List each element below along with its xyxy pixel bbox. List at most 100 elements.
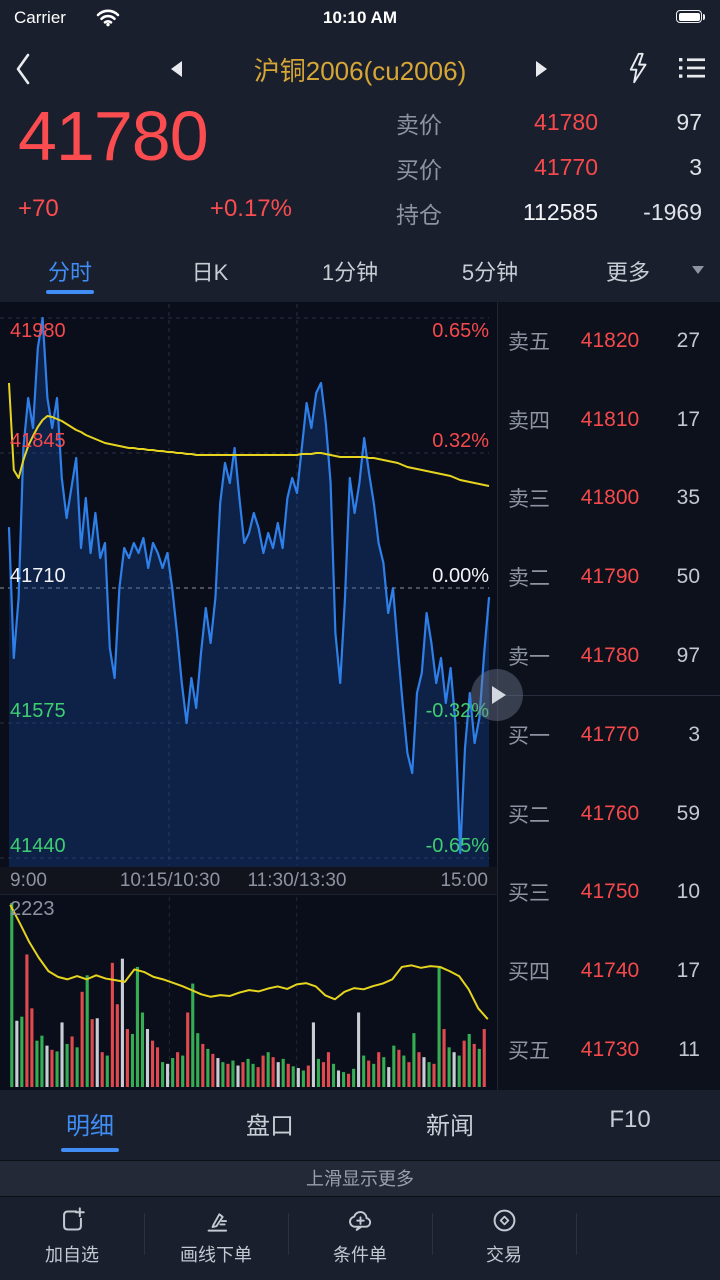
y-label-min: 41440 (10, 835, 66, 857)
toolbar-divider (288, 1213, 289, 1255)
period-tab-bar: 分时 日K 1分钟 5分钟 更多 (0, 240, 720, 302)
time-axis: 9:00 10:15/10:30 11:30/13:30 15:00 (0, 867, 497, 894)
open-interest-row: 持仓 112585 -1969 (396, 190, 702, 235)
ask-2-label: 卖二 (508, 567, 550, 591)
bid-3-price: 41750 (580, 880, 640, 904)
active-tab-underline (46, 290, 94, 294)
ask-2-price: 41790 (580, 565, 640, 589)
ask-3-label: 卖三 (508, 488, 550, 512)
bid-5-row[interactable]: 买五 41730 11 (498, 1010, 720, 1089)
back-button[interactable] (12, 49, 34, 94)
price-change-percent: +0.17% (209, 195, 292, 222)
bid-price-row: 买价 41770 3 (396, 145, 702, 190)
bid-2-row[interactable]: 买二 41760 59 (498, 775, 720, 854)
add-watchlist-icon (62, 1207, 85, 1231)
ask-2-volume: 50 (676, 565, 700, 589)
open-interest-value: 112585 (522, 199, 598, 225)
time-label-mid1: 10:15/10:30 (119, 870, 221, 891)
ask-5-price: 41820 (580, 329, 640, 353)
play-arrow-icon (492, 686, 506, 704)
add-watchlist-button[interactable]: 加自选 (0, 1197, 144, 1280)
open-interest-change: -1969 (643, 199, 702, 225)
ask-5-row[interactable]: 卖五 41820 27 (498, 302, 720, 381)
pct-label-baseline: 0.00% (432, 565, 489, 587)
y-label-mid-down: 41575 (10, 700, 66, 722)
bid-3-row[interactable]: 买三 41750 10 (498, 853, 720, 932)
ask-1-label: 卖一 (508, 645, 550, 669)
tab-more[interactable]: 更多 (605, 260, 651, 285)
bid-price-volume: 3 (689, 154, 702, 180)
carrier-label: Carrier (14, 8, 66, 27)
tab-f10[interactable]: F10 (609, 1106, 651, 1133)
bid-4-price: 41740 (580, 959, 640, 983)
draw-line-order-button[interactable]: 画线下单 (144, 1197, 288, 1280)
ask-1-row[interactable]: 卖一 41780 97 (498, 616, 720, 695)
chart-content: 41980 0.65% 41845 0.32% 41710 0.00% 4157… (0, 302, 720, 1090)
ask-4-row[interactable]: 卖四 41810 17 (498, 381, 720, 460)
trade-label: 交易 (486, 1245, 522, 1265)
volume-max-label: 2223 (10, 898, 55, 920)
tab-intraday[interactable]: 分时 (47, 260, 93, 285)
bid-4-row[interactable]: 买四 41740 17 (498, 932, 720, 1011)
y-label-mid-up: 41845 (10, 430, 66, 452)
prev-contract-button[interactable] (170, 60, 184, 83)
toolbar-divider (144, 1213, 145, 1255)
detail-tab-bar: 明细 盘口 新闻 F10 (0, 1090, 720, 1160)
ask-price-volume: 97 (676, 109, 702, 135)
status-bar: Carrier 10:10 AM (0, 0, 720, 37)
header: 沪铜2006(cu2006) (0, 37, 720, 101)
time-label-mid2: 11:30/13:30 (247, 870, 347, 891)
bid-3-label: 买三 (508, 882, 550, 906)
order-book: 卖五 41820 27 卖四 41810 17 卖三 41800 35 卖二 4… (497, 302, 720, 1090)
tab-5min[interactable]: 5分钟 (461, 260, 519, 285)
next-contract-button[interactable] (534, 60, 548, 83)
battery-icon (676, 10, 705, 23)
ask-3-row[interactable]: 卖三 41800 35 (498, 459, 720, 538)
time-label-close: 15:00 (440, 870, 488, 891)
bid-1-row[interactable]: 买一 41770 3 (498, 696, 720, 775)
conditional-order-label: 条件单 (333, 1245, 387, 1265)
tab-trade-detail[interactable]: 明细 (66, 1113, 114, 1140)
tab-order-depth[interactable]: 盘口 (246, 1113, 294, 1140)
bid-2-price: 41760 (580, 801, 640, 825)
volume-chart[interactable] (0, 894, 497, 1090)
quick-trade-lightning-icon[interactable] (623, 51, 651, 90)
pct-label-mid-up: 0.32% (432, 430, 489, 452)
conditional-order-icon (348, 1211, 371, 1231)
trade-icon (493, 1209, 515, 1232)
pct-label-min: -0.65% (425, 835, 489, 857)
ask-1-volume: 97 (676, 643, 700, 667)
ask-3-price: 41800 (580, 486, 640, 510)
chart-column: 41980 0.65% 41845 0.32% 41710 0.00% 4157… (0, 302, 497, 1090)
ask-5-label: 卖五 (508, 331, 550, 355)
draw-line-order-label: 画线下单 (180, 1245, 252, 1265)
conditional-order-button[interactable]: 条件单 (288, 1197, 432, 1280)
ask-5-volume: 27 (676, 329, 700, 353)
ask-1-price: 41780 (580, 643, 640, 667)
pct-label-mid-down: -0.32% (425, 700, 489, 722)
ask-price-value: 41780 (534, 109, 598, 135)
y-label-baseline: 41710 (10, 565, 66, 587)
trade-button[interactable]: 交易 (432, 1197, 576, 1280)
tab-news[interactable]: 新闻 (426, 1113, 474, 1140)
quote-panel: 41780 +70 +0.17% 卖价 41780 97 买价 41770 3 … (0, 97, 720, 240)
swipe-up-hint[interactable]: 上滑显示更多 (0, 1160, 720, 1196)
bid-1-price: 41770 (580, 723, 640, 747)
tab-1min[interactable]: 1分钟 (321, 260, 379, 285)
bid-price-label: 买价 (396, 156, 442, 183)
last-price: 41780 (18, 97, 209, 175)
bid-5-price: 41730 (580, 1037, 640, 1061)
tab-daily-k[interactable]: 日K (191, 260, 229, 285)
intraday-price-chart[interactable] (0, 302, 497, 867)
contract-title[interactable]: 沪铜2006(cu2006) (253, 56, 467, 86)
y-label-max: 41980 (10, 320, 66, 342)
ask-4-price: 41810 (580, 407, 640, 431)
bid-price-value: 41770 (534, 154, 598, 180)
bid-1-label: 买一 (508, 725, 550, 749)
ask-2-row[interactable]: 卖二 41790 50 (498, 538, 720, 617)
collapse-orderbook-handle[interactable] (471, 669, 523, 721)
ask-3-volume: 35 (676, 486, 700, 510)
chevron-down-icon[interactable] (692, 266, 704, 274)
watchlist-menu-icon[interactable] (677, 55, 707, 86)
